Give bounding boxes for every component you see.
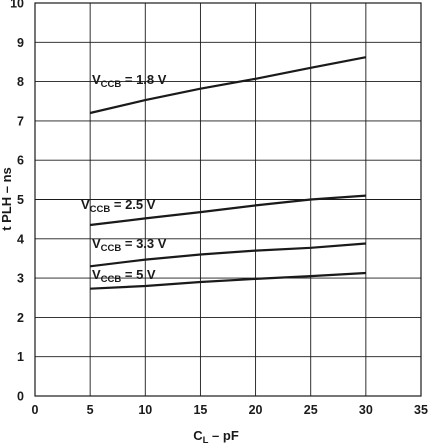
y-tick-label: 5 <box>17 193 24 207</box>
x-tick-label: 25 <box>304 403 318 417</box>
plot-frame <box>34 2 422 397</box>
series-label-4: VCCB = 5 V <box>92 267 156 285</box>
y-tick-label: 0 <box>17 390 24 404</box>
x-tick-label: 5 <box>87 403 94 417</box>
x-tick-label: 30 <box>359 403 373 417</box>
x-axis-title: CL – pF <box>193 428 239 443</box>
y-tick-label: 8 <box>17 75 24 89</box>
x-tick-label: 20 <box>249 403 263 417</box>
series-line-4 <box>90 271 366 290</box>
y-tick-label: 7 <box>17 114 24 128</box>
x-tick-label: 0 <box>32 403 39 417</box>
series-labels: VCCB = 1.8 V VCCB = 2.5 V VCCB = 3.3 V VCCB… <box>81 72 167 285</box>
x-tick-label: 35 <box>414 403 428 417</box>
y-tick-label: 3 <box>17 272 24 286</box>
y-axis-title: t PLH – ns <box>0 167 14 231</box>
series-line-1 <box>89 56 367 115</box>
series-label-3: VCCB = 3.3 V <box>92 236 167 254</box>
series-label-2: VCCB = 2.5 V <box>81 197 156 215</box>
y-tick-label: 9 <box>17 36 24 50</box>
series-label-1: VCCB = 1.8 V <box>92 72 167 90</box>
x-tick-label: 10 <box>138 403 152 417</box>
y-tick-label: 4 <box>17 232 24 246</box>
x-tick-label: 15 <box>193 403 207 417</box>
y-tick-label: 10 <box>10 0 24 11</box>
y-tick-label: 1 <box>17 350 24 364</box>
series-line-3 <box>89 242 366 268</box>
series-line-2 <box>89 194 366 227</box>
tick-labels: 0 1 2 3 4 5 6 7 8 9 10 0 5 10 15 20 25 30 35 <box>10 0 428 417</box>
grid-lines <box>34 2 422 397</box>
y-tick-label: 2 <box>17 311 24 325</box>
series-lines <box>89 56 367 290</box>
y-tick-label: 6 <box>17 154 24 168</box>
